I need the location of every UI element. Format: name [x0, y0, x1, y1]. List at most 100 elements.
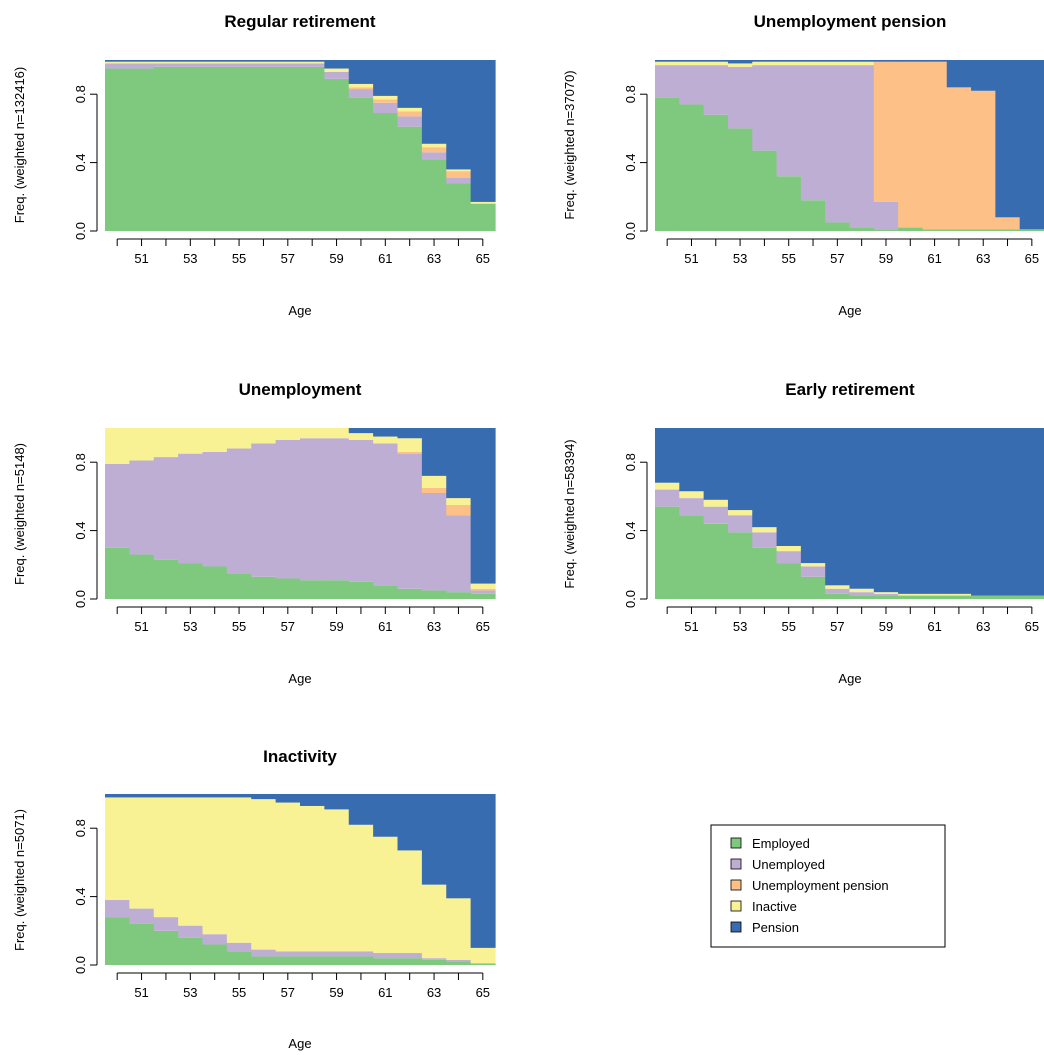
bar-segment-inactive: [470, 201, 496, 204]
bar-segment-pension: [727, 60, 753, 64]
x-tick-label: 61: [378, 619, 392, 634]
x-axis-label: Age: [838, 671, 861, 686]
panel-title: Early retirement: [785, 380, 915, 399]
bar-segment-employed: [226, 951, 252, 965]
bar-segment-unemployed: [373, 953, 399, 959]
y-tick-label: 0.4: [73, 154, 88, 172]
bar-segment-unemployed: [800, 566, 826, 577]
bar-segment-unemployed: [226, 942, 252, 952]
bar-segment-employed: [397, 588, 423, 599]
bar-segment-employed: [971, 229, 996, 231]
bar-segment-unemployed: [324, 71, 350, 79]
bar-segment-employed: [348, 97, 374, 232]
bar-segment-pension: [971, 428, 996, 596]
legend-swatch-unemployment-pension: [730, 879, 742, 891]
panel-inactivity: Inactivity 51 53 55 57 59 61 63 65 0.0 0.4 0.8 Age…: [12, 747, 496, 1051]
bar-segment-unemployed: [446, 177, 472, 184]
bar-segment-pension: [275, 60, 301, 62]
bar-segment-pension: [470, 428, 496, 584]
bar-segment-employed: [300, 580, 325, 599]
bar-segment-inactive: [226, 428, 252, 449]
bar-segment-employed: [655, 506, 680, 599]
bar-segment-unemployed: [105, 63, 130, 69]
bar-segment-pension: [153, 794, 179, 798]
bar-segment-employed: [153, 930, 179, 965]
bar-segment-inactive: [397, 107, 423, 112]
bar-segment-inactive: [703, 61, 729, 66]
x-tick-label: 51: [684, 251, 698, 266]
bar-segment-pension: [800, 428, 826, 564]
bar-segment-pension: [849, 60, 875, 62]
x-tick-label: 51: [134, 619, 148, 634]
bar-segment-unemployed: [655, 489, 680, 507]
bar-segment-unemployment-pension: [898, 61, 924, 228]
bar-segment-unemployed: [446, 959, 472, 962]
panel-title: Unemployment: [239, 380, 362, 399]
panel-unemployment: Unemployment 51 53 55 57 59 61 63 65 0.0 0.4 0.8 A…: [12, 380, 496, 686]
bar-segment-employed: [129, 68, 155, 231]
x-tick-label: 57: [830, 619, 844, 634]
bar-segment-unemployed: [727, 66, 753, 129]
bar-segment-inactive: [275, 428, 301, 440]
bar-segment-employed: [421, 159, 447, 231]
bar-segment-employed: [178, 563, 204, 599]
bar-segment-inactive: [300, 805, 325, 952]
bar-segment-employed: [898, 595, 924, 599]
bar-segment-inactive: [202, 428, 228, 452]
bar-segment-employed: [153, 66, 179, 231]
bar-segment-employed: [324, 580, 350, 599]
bar-segment-pension: [1019, 60, 1044, 230]
bar-segment-unemployed: [421, 152, 447, 160]
x-tick-label: 55: [232, 251, 246, 266]
bar-segment-pension: [105, 60, 130, 62]
bar-segment-inactive: [776, 61, 802, 66]
bar-segment-employed: [995, 229, 1021, 231]
x-tick-label: 65: [476, 251, 490, 266]
bar-segment-inactive: [752, 61, 778, 66]
x-tick-label: 63: [976, 251, 990, 266]
x-tick-label: 53: [183, 985, 197, 1000]
bar-segment-pension: [655, 428, 680, 483]
bar-segment-employed: [849, 595, 875, 599]
bar-segment-pension: [251, 60, 277, 62]
bar-segment-inactive: [470, 583, 496, 589]
bar-segment-unemployed: [849, 592, 875, 596]
panel-title: Regular retirement: [224, 12, 375, 31]
panel-regular-retirement: Regular retirement 51 53 55 57 59 61 63 65 0.0 0.…: [12, 12, 496, 318]
bar-segment-employed: [752, 547, 778, 599]
bar-segment-unemployment-pension: [397, 111, 423, 117]
bar-segment-employed: [727, 128, 753, 231]
x-tick-label: 55: [232, 619, 246, 634]
bar-segment-inactive: [153, 797, 179, 918]
y-axis-label: Freq. (weighted n=132416): [12, 67, 27, 223]
x-tick-label: 59: [329, 619, 343, 634]
bar-segment-pension: [470, 794, 496, 948]
panel-early-retirement: Early retirement 51 53 55 57 59 61 63 65 0.0 0.4 0…: [562, 380, 1044, 686]
bar-segment-employed: [800, 200, 826, 231]
y-tick-label: 0.8: [623, 453, 638, 471]
bar-segment-employed: [251, 66, 277, 231]
bar-segment-pension: [202, 60, 228, 62]
bar-segment-unemployed: [679, 498, 705, 516]
y-tick-label: 0.0: [73, 222, 88, 240]
axes: 51 53 55 57 59 61 63 65 0.0 0.4 0.8: [73, 453, 490, 634]
bar-segment-employed: [946, 595, 972, 599]
y-axis-label: Freq. (weighted n=5148): [12, 443, 27, 585]
bar-segment-unemployed: [275, 951, 301, 957]
legend-box: [710, 824, 946, 948]
bar-segment-pension: [226, 60, 252, 62]
bar-segment-pension: [776, 60, 802, 62]
bar-segment-pension: [324, 794, 350, 810]
plot-area: [655, 60, 1044, 232]
legend-label-unemployed: Unemployed: [752, 857, 825, 872]
bar-segment-unemployed: [446, 515, 472, 593]
bar-segment-unemployed: [300, 438, 325, 581]
bar-segment-employed: [995, 595, 1021, 599]
bar-segment-unemployed: [202, 934, 228, 945]
bar-segment-unemployed: [348, 89, 374, 98]
bar-segment-employed: [800, 576, 826, 599]
bar-segment-unemployed: [825, 65, 851, 223]
y-tick-label: 0.0: [73, 956, 88, 974]
bar-segment-inactive: [421, 143, 447, 148]
bar-segment-employed: [153, 559, 179, 599]
